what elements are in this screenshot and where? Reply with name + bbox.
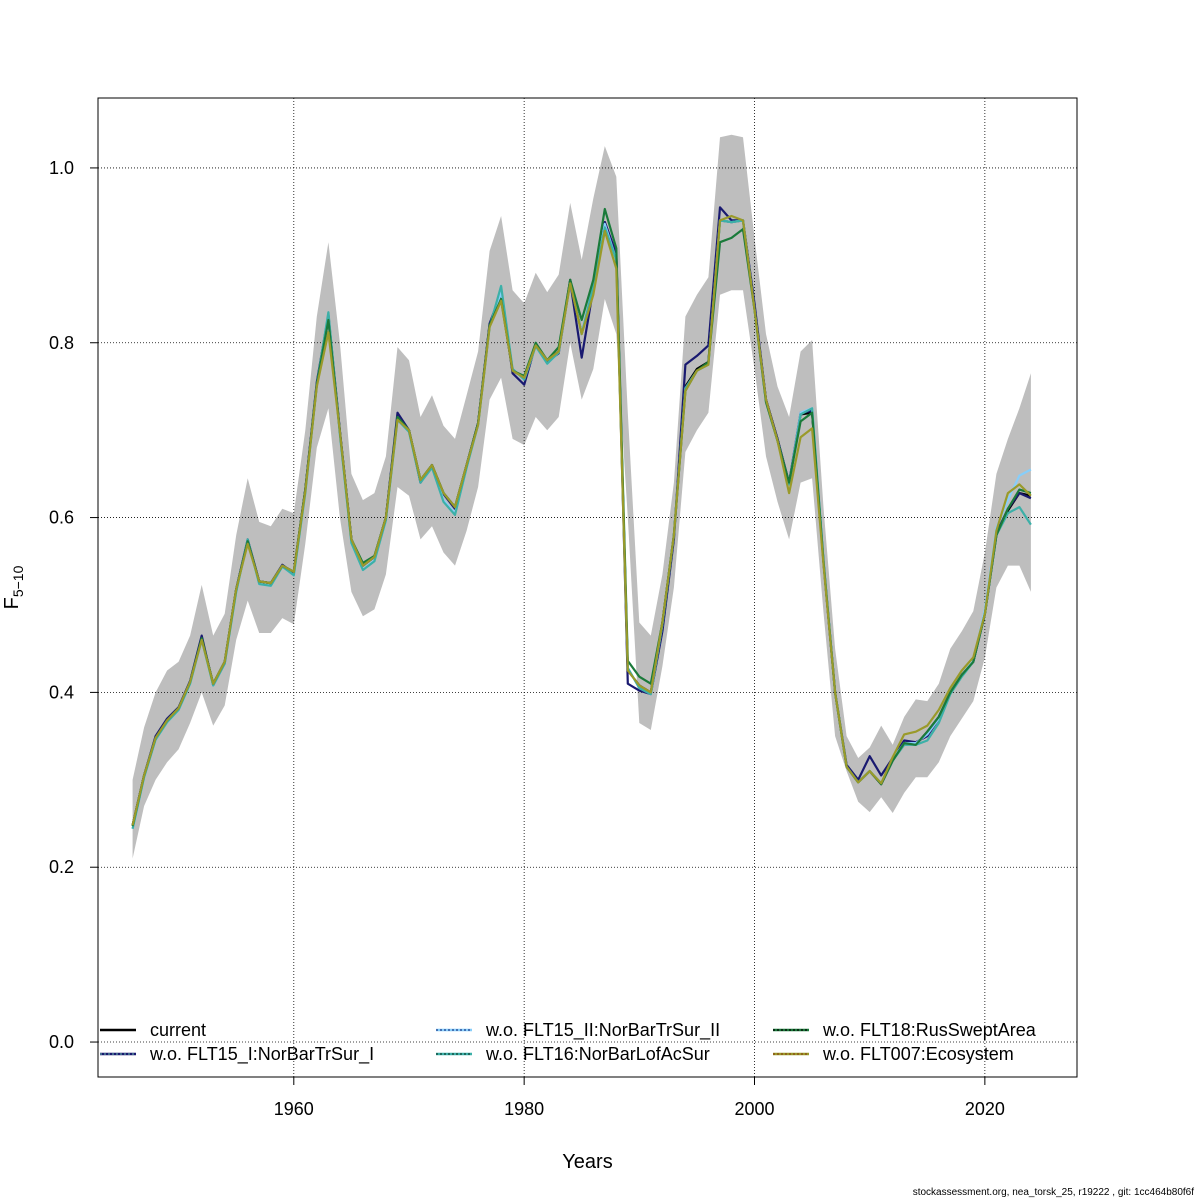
legend-label: w.o. FLT15_II:NorBarTrSur_II: [485, 1020, 720, 1041]
x-axis-title: Years: [562, 1151, 612, 1173]
plot-frame: [97, 97, 1078, 1078]
y-axis-title-main: F: [1, 597, 23, 609]
y-tick-label: 0.4: [49, 682, 74, 702]
y-tick-label: 0.8: [49, 333, 74, 353]
y-tick-label: 0.6: [49, 508, 74, 528]
legend: current w.o. FLT15_I:NorBarTrSur_I w.o. FL…: [100, 1020, 1037, 1065]
x-tick-label: 1980: [504, 1099, 544, 1119]
y-tick-label: 0.0: [49, 1032, 74, 1052]
x-tick-label: 2020: [965, 1099, 1005, 1119]
legend-label: w.o. FLT16:NorBarLofAcSur: [485, 1044, 710, 1064]
y-axis-title: F5−10: [1, 565, 26, 609]
y-axis-title-sub: 5−10: [10, 565, 26, 597]
legend-label: current: [150, 1020, 206, 1040]
grid-layer: [98, 98, 1077, 1077]
y-tick-label: 1.0: [49, 158, 74, 178]
x-tick-label: 2000: [734, 1099, 774, 1119]
axis-layer: 1960 1980 2000 2020 0.0 0.2 0.4 0.6 0.8 1.0: [49, 158, 1005, 1119]
series-line-w-o-flt007-ecosystem: [131, 214, 1032, 826]
x-tick-label: 1960: [274, 1099, 314, 1119]
footer-credit: stockassessment.org, nea_torsk_25, r1922…: [912, 1187, 1194, 1198]
confidence-band-layer: [132, 134, 1031, 859]
legend-label: w.o. FLT15_I:NorBarTrSur_I: [149, 1044, 374, 1065]
y-tick-label: 0.2: [49, 857, 74, 877]
legend-label: w.o. FLT18:RusSweptArea: [822, 1020, 1037, 1040]
confidence-band: [132, 134, 1031, 859]
series-layer: [131, 206, 1032, 830]
legend-label: w.o. FLT007:Ecosystem: [822, 1044, 1014, 1064]
